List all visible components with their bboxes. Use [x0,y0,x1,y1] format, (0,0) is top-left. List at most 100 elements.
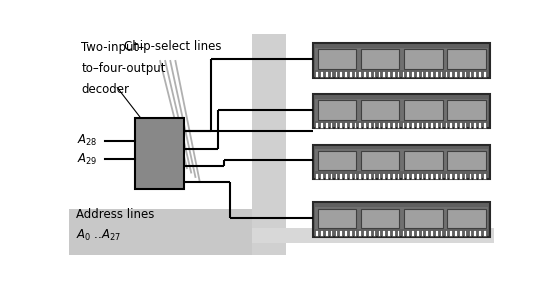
Bar [392,173,395,179]
Bar [392,230,395,236]
Bar [401,173,404,179]
Bar [416,173,418,179]
Bar [483,71,485,77]
Bar [363,71,366,77]
Bar [334,230,337,236]
Bar [404,49,442,69]
Bar [373,173,376,179]
Bar [339,71,342,77]
Bar [383,71,385,77]
Bar [325,173,328,179]
Text: Two-input–: Two-input– [81,41,144,54]
Text: to–four-output: to–four-output [81,62,166,75]
Bar [447,49,486,69]
Bar [459,230,462,236]
Bar [404,151,442,170]
Bar [317,151,356,170]
Bar [315,122,318,128]
Bar [315,173,318,179]
Bar [469,173,471,179]
Bar [349,122,351,128]
Bar [435,122,438,128]
Bar [320,230,323,236]
Bar [251,228,494,243]
Bar [450,71,452,77]
Bar [315,48,488,70]
Bar [383,173,385,179]
Bar [401,122,404,128]
Bar [421,230,423,236]
Bar [425,173,428,179]
Bar [469,122,471,128]
Bar [425,71,428,77]
Bar [483,173,485,179]
Bar [473,122,476,128]
Bar [349,71,351,77]
Bar [363,230,366,236]
Bar [387,230,390,236]
Bar [478,122,481,128]
Bar [315,98,488,121]
Bar [373,71,376,77]
Bar [478,71,481,77]
Bar [317,209,356,228]
Bar [339,173,342,179]
Bar [315,71,318,77]
Bar [313,202,490,237]
Text: $A_{29}$: $A_{29}$ [77,152,98,167]
Bar [392,122,395,128]
Bar [440,230,442,236]
Bar [406,173,409,179]
Bar [440,122,442,128]
Bar [325,71,328,77]
Bar [251,34,285,255]
Bar [430,173,433,179]
Bar [330,230,332,236]
Bar [334,122,337,128]
Bar [406,230,409,236]
Bar [454,173,457,179]
Bar [378,230,380,236]
Bar [320,122,323,128]
Bar [464,71,467,77]
Bar [69,209,251,255]
Bar [349,173,351,179]
Bar [430,122,433,128]
Bar [378,71,380,77]
Bar [358,71,361,77]
Bar [392,71,395,77]
Bar [361,49,400,69]
Text: $A_0$ ..$A_{27}$: $A_0$ ..$A_{27}$ [76,228,121,243]
Bar [378,173,380,179]
Bar [334,71,337,77]
Bar [459,173,462,179]
Bar [425,230,428,236]
Bar [344,230,347,236]
Bar [363,122,366,128]
Bar [368,71,371,77]
Bar [447,151,486,170]
Bar [469,230,471,236]
Bar [404,100,442,119]
Bar [354,173,356,179]
Bar [325,230,328,236]
Bar [445,230,447,236]
Bar [135,119,183,189]
Bar [313,145,490,179]
Bar [368,230,371,236]
Bar [397,173,400,179]
Bar [401,71,404,77]
Bar [483,122,485,128]
Bar [440,173,442,179]
Bar [416,71,418,77]
Bar [454,122,457,128]
Bar [411,71,414,77]
Bar [330,173,332,179]
Bar [383,230,385,236]
Bar [373,230,376,236]
Bar [317,100,356,119]
Bar [473,230,476,236]
Bar [315,230,318,236]
Bar [397,230,400,236]
Bar [435,71,438,77]
